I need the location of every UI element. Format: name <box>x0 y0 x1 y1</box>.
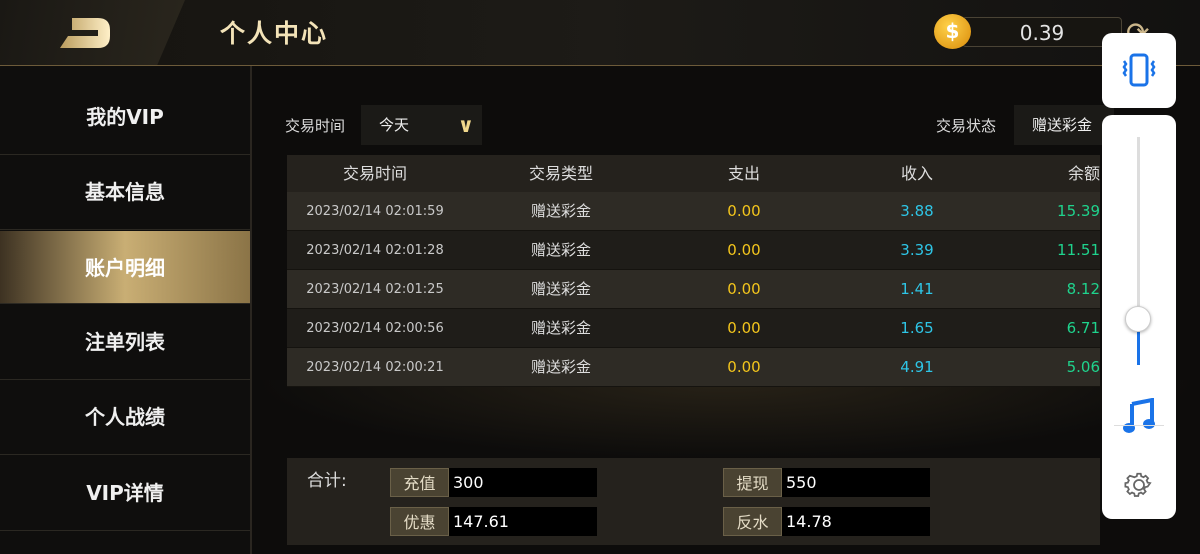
type-cell: 赠送彩金 <box>530 280 591 298</box>
vibrate-icon <box>1122 53 1156 87</box>
page-title: 个人中心 <box>220 19 329 48</box>
dollar-coin-icon: $ <box>934 14 971 49</box>
time-filter-value: 今天 <box>379 116 410 134</box>
time-cell: 2023/02/14 02:01:28 <box>306 243 444 258</box>
sidebar-item-basic-info[interactable]: 基本信息 <box>0 155 250 230</box>
summary-label: 合计: <box>307 471 347 491</box>
divider <box>1114 425 1164 426</box>
table-row: 2023/02/14 02:01:25 赠送彩金 0.00 1.41 8.12 <box>287 270 1100 309</box>
recharge-label: 充值 <box>390 468 449 497</box>
balance-cell: 11.51 <box>1057 241 1100 259</box>
column-header: 支出 <box>727 164 760 183</box>
status-filter-value: 赠送彩金 <box>1032 116 1093 134</box>
table-row: 2023/02/14 02:00:56 赠送彩金 0.00 1.65 6.71 <box>287 309 1100 348</box>
income-cell: 3.88 <box>900 202 934 220</box>
type-cell: 赠送彩金 <box>530 319 591 337</box>
balance-display: 0.39 <box>962 17 1122 47</box>
table-row: 2023/02/14 02:00:21 赠送彩金 0.00 4.91 5.06 <box>287 348 1100 387</box>
background-decoration <box>252 380 1200 460</box>
vibrate-button[interactable] <box>1102 33 1176 108</box>
balance-cell: 5.06 <box>1066 358 1100 376</box>
back-icon <box>60 18 110 48</box>
sidebar-item-bet-list[interactable]: 注单列表 <box>0 305 250 380</box>
discount-field: 优惠 147.61 <box>390 507 597 536</box>
back-button[interactable] <box>0 0 185 65</box>
sidebar: 我的VIP 基本信息 账户明细 注单列表 个人战绩 VIP详情 <box>0 66 252 554</box>
recharge-value: 300 <box>453 473 484 492</box>
sidebar-item-vip-details[interactable]: VIP详情 <box>0 456 250 531</box>
discount-label: 优惠 <box>390 507 449 536</box>
sidebar-item-personal-record[interactable]: 个人战绩 <box>0 380 250 455</box>
time-cell: 2023/02/14 02:01:25 <box>306 282 444 297</box>
time-cell: 2023/02/14 02:00:56 <box>306 321 444 336</box>
income-cell: 1.65 <box>900 319 934 337</box>
table-row: 2023/02/14 02:01:28 赠送彩金 0.00 3.39 11.51 <box>287 231 1100 270</box>
balance-cell: 6.71 <box>1066 319 1100 337</box>
header: 个人中心 0.39 $ ⟳ <box>0 0 1200 66</box>
music-note-icon[interactable] <box>1122 398 1156 434</box>
summary-panel: 合计: 充值 300 提现 550 优惠 147.61 反水 14.78 <box>287 458 1100 545</box>
time-filter-label: 交易时间 <box>285 117 346 135</box>
expense-cell: 0.00 <box>727 202 761 220</box>
income-cell: 4.91 <box>900 358 934 376</box>
expense-cell: 0.00 <box>727 319 761 337</box>
volume-track[interactable] <box>1137 137 1140 365</box>
type-cell: 赠送彩金 <box>530 358 591 376</box>
status-filter-label: 交易状态 <box>936 117 997 135</box>
rebate-field: 反水 14.78 <box>723 507 930 536</box>
column-header: 交易类型 <box>528 164 593 183</box>
rebate-label: 反水 <box>723 507 782 536</box>
withdraw-label: 提现 <box>723 468 782 497</box>
column-header: 交易时间 <box>342 164 407 183</box>
expense-cell: 0.00 <box>727 280 761 298</box>
column-header: 余额 <box>1067 164 1100 183</box>
sidebar-item-account-details[interactable]: 账户明细 <box>0 231 250 304</box>
withdraw-field: 提现 550 <box>723 468 930 497</box>
column-header: 收入 <box>900 164 933 183</box>
time-cell: 2023/02/14 02:01:59 <box>306 204 444 219</box>
chevron-down-icon: ∨ <box>457 113 474 137</box>
income-cell: 1.41 <box>900 280 934 298</box>
rebate-value: 14.78 <box>786 512 832 531</box>
time-filter-select[interactable]: 今天 ∨ <box>361 105 482 145</box>
type-cell: 赠送彩金 <box>530 241 591 259</box>
time-cell: 2023/02/14 02:00:21 <box>306 360 444 375</box>
volume-slider-knob[interactable] <box>1125 306 1151 333</box>
withdraw-value: 550 <box>786 473 817 492</box>
income-cell: 3.39 <box>900 241 934 259</box>
recharge-field: 充值 300 <box>390 468 597 497</box>
table-header: 交易时间 交易类型 支出 收入 余额 <box>287 155 1100 192</box>
expense-cell: 0.00 <box>727 358 761 376</box>
balance-cell: 15.39 <box>1057 202 1100 220</box>
discount-value: 147.61 <box>453 512 509 531</box>
balance-cell: 8.12 <box>1066 280 1100 298</box>
type-cell: 赠送彩金 <box>530 202 591 220</box>
transactions-table: 交易时间 交易类型 支出 收入 余额 2023/02/14 02:01:59 赠送… <box>287 155 1100 387</box>
settings-gear-icon[interactable] <box>1124 470 1154 500</box>
table-row: 2023/02/14 02:01:59 赠送彩金 0.00 3.88 15.39 <box>287 192 1100 231</box>
status-filter-select[interactable]: 赠送彩金 <box>1014 105 1114 145</box>
expense-cell: 0.00 <box>727 241 761 259</box>
sidebar-item-my-vip[interactable]: 我的VIP <box>0 80 250 155</box>
volume-panel <box>1102 115 1176 519</box>
volume-fill <box>1137 332 1140 365</box>
